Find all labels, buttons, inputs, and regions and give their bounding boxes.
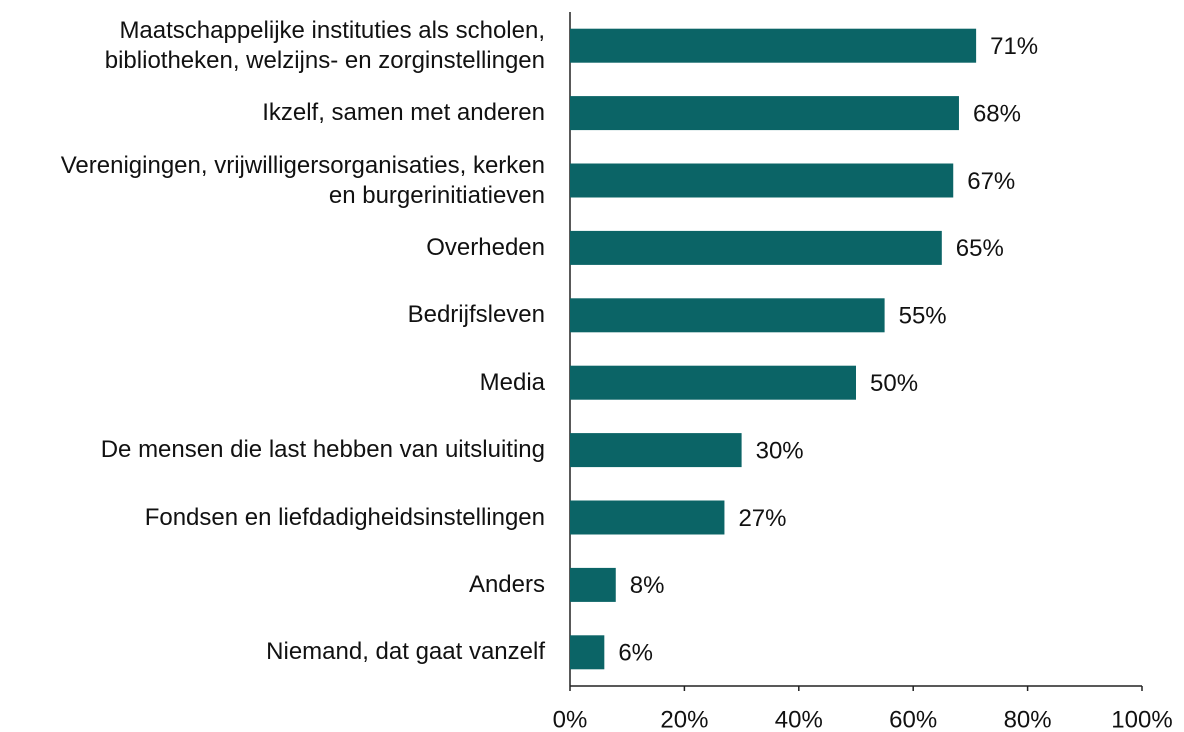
- category-label: Overheden: [426, 233, 545, 261]
- bar: [570, 163, 954, 198]
- value-label: 55%: [899, 303, 947, 330]
- bar: [570, 635, 605, 670]
- bar: [570, 96, 959, 131]
- x-tick-label: 80%: [1004, 706, 1052, 732]
- x-tick-label: 0%: [553, 706, 588, 732]
- value-label: 68%: [973, 100, 1021, 127]
- category-label: Media: [479, 368, 545, 396]
- bar: [570, 500, 725, 535]
- value-label: 65%: [956, 235, 1004, 262]
- value-label: 27%: [738, 505, 786, 532]
- category-label: Verenigingen, vrijwilligersorganisaties,…: [60, 151, 545, 209]
- bar: [570, 230, 942, 265]
- value-label: 6%: [618, 640, 653, 667]
- value-label: 50%: [870, 370, 918, 397]
- value-label: 71%: [990, 33, 1038, 60]
- value-label: 8%: [630, 572, 665, 599]
- x-tick-label: 60%: [889, 706, 937, 732]
- x-tick-label: 40%: [775, 706, 823, 732]
- bar: [570, 365, 856, 400]
- x-tick-label: 20%: [660, 706, 708, 732]
- bar: [570, 433, 742, 468]
- x-tick-label: 100%: [1111, 706, 1172, 732]
- category-label: Anders: [468, 570, 545, 598]
- bar: [570, 567, 616, 602]
- category-label: De mensen die last hebben van uitsluitin…: [100, 436, 545, 464]
- value-label: 67%: [967, 168, 1015, 195]
- category-label: Niemand, dat gaat vanzelf: [266, 638, 545, 666]
- value-label: 30%: [756, 437, 804, 464]
- bar: [570, 298, 885, 333]
- category-label: Fondsen en liefdadigheidsinstellingen: [144, 503, 545, 531]
- bar: [570, 28, 977, 63]
- category-label: Ikzelf, samen met anderen: [262, 99, 545, 127]
- category-label: Maatschappelijke instituties als scholen…: [104, 16, 545, 74]
- category-label: Bedrijfsleven: [407, 301, 545, 329]
